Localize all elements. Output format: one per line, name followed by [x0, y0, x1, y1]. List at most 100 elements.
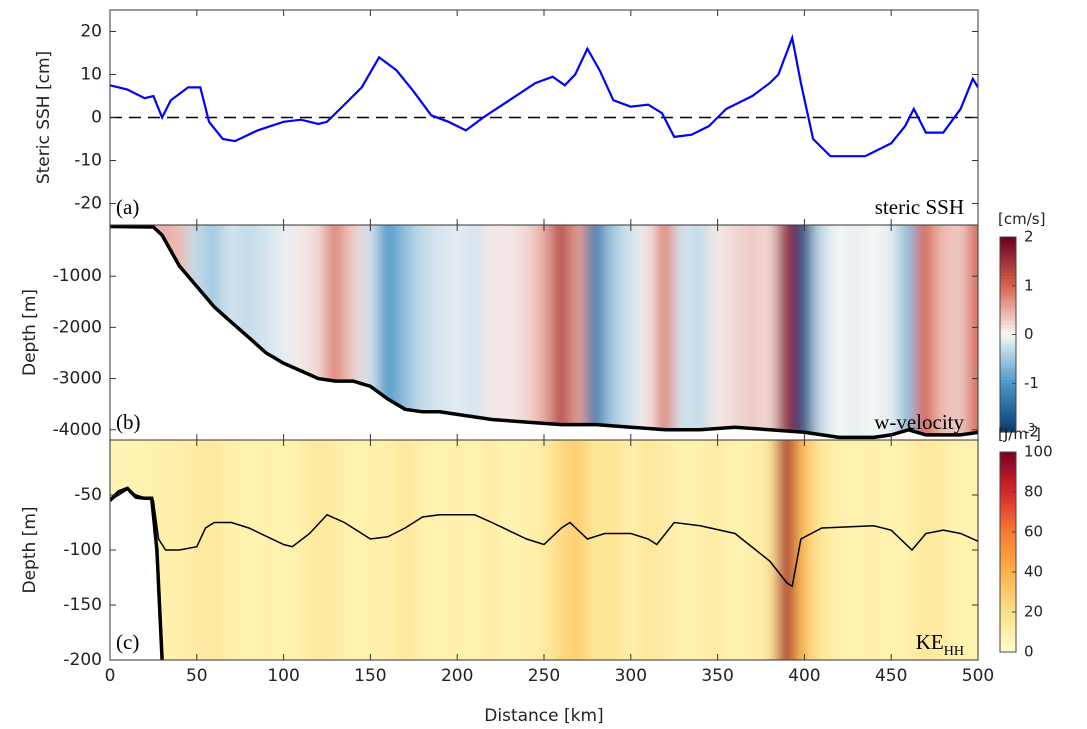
colorbar-tick-label: 40	[1024, 563, 1043, 581]
x-axis-label: Distance [km]	[484, 706, 603, 726]
y-tick-label: -10	[74, 151, 102, 171]
heat-column	[742, 225, 762, 440]
colorbar-segment	[1000, 648, 1016, 653]
y-tick-label: -100	[63, 540, 102, 560]
heat-column	[378, 225, 398, 440]
colorbar-segment	[1000, 455, 1016, 460]
colorbar-segment	[1000, 285, 1016, 290]
heat-column	[725, 225, 745, 440]
heat-column	[621, 440, 641, 660]
colorbar-segment	[1000, 638, 1016, 643]
colorbar-segment	[1000, 269, 1016, 274]
heat-column	[447, 225, 467, 440]
colorbar-segment	[1000, 492, 1016, 496]
heat-column	[829, 440, 849, 660]
colorbar-segment	[1000, 505, 1016, 510]
colorbar-segment	[1000, 341, 1016, 345]
label-part: [J/m	[998, 425, 1028, 443]
y-axis-label: Depth [m]	[20, 506, 40, 593]
colorbar-segment	[1000, 422, 1016, 427]
colorbar-tick-label: -2	[1024, 423, 1039, 441]
colorbar-segment	[1000, 376, 1016, 381]
colorbar-segment	[1000, 542, 1016, 546]
heat-column	[343, 440, 363, 660]
heat-column	[464, 440, 485, 660]
heatmap	[110, 440, 978, 660]
heat-column	[812, 225, 832, 440]
colorbar-segment	[1000, 409, 1016, 414]
heat-column	[916, 440, 936, 660]
colorbar-segment	[1000, 396, 1016, 401]
colorbar-segment	[1000, 246, 1016, 251]
heat-column	[916, 225, 936, 440]
colorbar-segment	[1000, 253, 1016, 258]
colorbar-segment	[1000, 538, 1016, 543]
colorbar-segment	[1000, 318, 1016, 323]
y-tick-label: 20	[80, 22, 102, 42]
colorbar-label: [cm/s]	[998, 210, 1045, 228]
colorbar-segment	[1000, 632, 1016, 636]
heat-column	[516, 440, 537, 660]
plot-area	[110, 440, 978, 660]
colorbar-segment	[1000, 472, 1016, 476]
colorbar-segment	[1000, 292, 1016, 297]
panel-label: (c)	[116, 630, 139, 654]
heat-column	[516, 225, 537, 440]
label-part: [cm/s]	[998, 210, 1045, 228]
colorbar-segment	[1000, 256, 1016, 261]
colorbar-segment	[1000, 279, 1016, 284]
colorbar-tick-label: 2	[1024, 228, 1034, 246]
colorbar-segment	[1000, 363, 1016, 368]
heat-column	[864, 440, 884, 660]
heat-column	[950, 225, 971, 440]
heat-column	[881, 225, 901, 440]
colorbar-segment	[1000, 595, 1016, 600]
x-tick-label: 250	[528, 666, 560, 686]
colorbar-tick-label: 100	[1024, 443, 1053, 461]
heat-column	[499, 225, 519, 440]
heat-column	[777, 225, 797, 440]
label-part: 3	[1028, 421, 1035, 434]
x-tick-label: 50	[186, 666, 208, 686]
colorbar-segment	[1000, 298, 1016, 303]
colorbar-segment	[1000, 350, 1016, 355]
heat-column	[395, 440, 415, 660]
y-tick-label: 0	[91, 108, 102, 128]
colorbar-tick-label: 0	[1024, 325, 1034, 343]
colorbar-tick-label: -1	[1024, 374, 1039, 392]
colorbar-segment	[1000, 602, 1016, 606]
heat-column	[499, 440, 519, 660]
heat-column	[881, 440, 901, 660]
colorbar-segment	[1000, 412, 1016, 417]
panel-title: KEHH	[916, 630, 964, 659]
colorbar-tick-label: 0	[1024, 643, 1034, 661]
colorbar-segment	[1000, 618, 1016, 623]
colorbar-segment	[1000, 462, 1016, 466]
title-text: KE	[916, 630, 944, 654]
bathymetry-line	[110, 486, 164, 660]
heat-column	[482, 225, 502, 440]
colorbar-segment	[1000, 512, 1016, 516]
title-text: w-velocity	[874, 410, 964, 434]
colorbar-segment	[1000, 482, 1016, 486]
colorbar-segment	[1000, 383, 1016, 388]
heat-column	[291, 440, 311, 660]
panel-title: w-velocity	[874, 410, 964, 434]
heat-column	[273, 440, 294, 660]
heat-column	[707, 225, 728, 440]
panel-label: (b)	[116, 410, 141, 434]
colorbar-segment	[1000, 608, 1016, 613]
colorbar-segment	[1000, 572, 1016, 576]
colorbar-segment	[1000, 555, 1016, 560]
colorbar-segment	[1000, 237, 1016, 241]
colorbar-segment	[1000, 305, 1016, 310]
colorbar-segment	[1000, 282, 1016, 287]
colorbar-segment	[1000, 645, 1016, 650]
x-tick-label: 150	[354, 666, 386, 686]
colorbar-segment	[1000, 548, 1016, 553]
colorbar-segment	[1000, 578, 1016, 583]
colorbar-segment	[1000, 331, 1016, 336]
colorbar-segment	[1000, 337, 1016, 342]
colorbar-segment	[1000, 321, 1016, 326]
colorbar-segment	[1000, 635, 1016, 640]
